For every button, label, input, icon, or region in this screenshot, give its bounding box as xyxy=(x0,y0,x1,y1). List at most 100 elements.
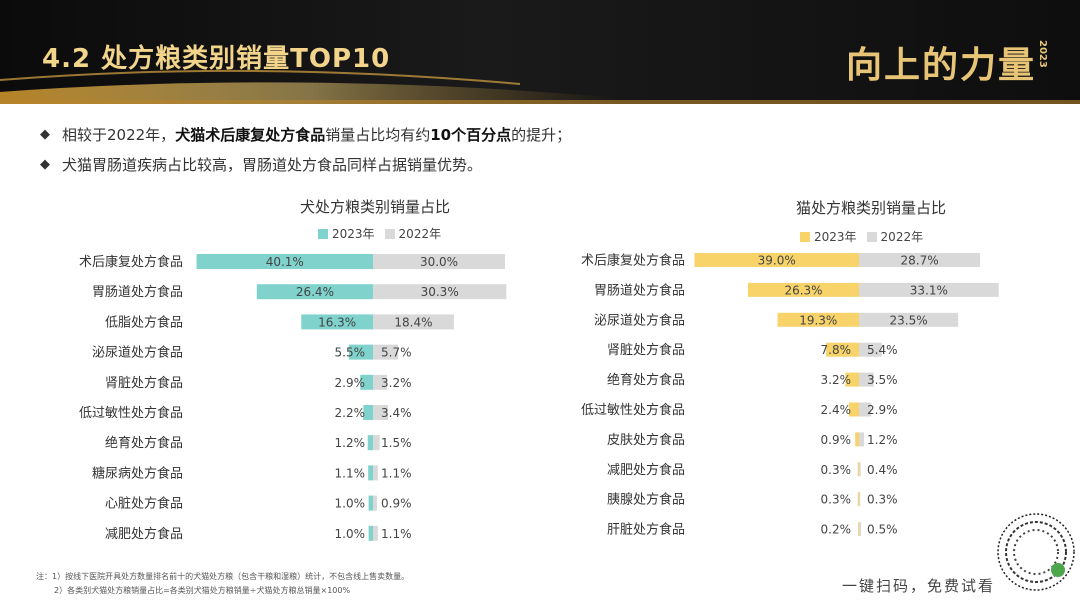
qr-code-icon[interactable] xyxy=(996,512,1076,592)
data-label-2023: 7.8% xyxy=(821,343,852,357)
bar-2022 xyxy=(859,282,999,297)
category-label: 低过敏性处方食品 xyxy=(581,402,685,418)
category-label: 肝脏处方食品 xyxy=(607,522,685,538)
data-label-2022: 23.5% xyxy=(890,313,928,327)
data-label-2023: 0.3% xyxy=(821,463,852,477)
data-label-2023: 1.0% xyxy=(335,497,366,511)
data-label-2023: 2.9% xyxy=(335,376,366,390)
data-label-2023: 16.3% xyxy=(318,315,356,329)
diamond-bullet-icon: ◆ xyxy=(40,157,50,172)
category-label: 低脂处方食品 xyxy=(105,314,183,330)
header-banner: 4.2 处方粮类别销量TOP10 向上的力量 2023 xyxy=(0,0,1080,104)
category-label: 减肥处方食品 xyxy=(105,526,183,542)
data-label-2023: 1.2% xyxy=(335,436,366,450)
data-label-2022: 3.5% xyxy=(867,373,898,387)
data-label-2023: 0.3% xyxy=(821,493,852,507)
bar-2023 xyxy=(855,432,859,447)
gold-streak-decoration xyxy=(0,69,1080,104)
data-label-2023: 19.3% xyxy=(799,313,837,327)
footnote-line: 2）各类别犬猫处方粮销量占比=各类别犬猫处方粮销量÷犬猫处方粮总销量×100% xyxy=(54,586,351,595)
data-label-2022: 0.9% xyxy=(381,497,412,511)
bullet-text: 相较于2022年，犬猫术后康复处方食品销量占比均有约10个百分点的提升； xyxy=(62,126,572,144)
page-title: 4.2 处方粮类别销量TOP10 xyxy=(42,44,391,74)
data-label-2023: 0.2% xyxy=(821,523,852,537)
category-label: 皮肤处方食品 xyxy=(607,432,685,448)
bar-2023 xyxy=(848,402,859,417)
category-label: 胃肠道处方食品 xyxy=(594,282,685,298)
data-label-2023: 1.1% xyxy=(335,466,366,480)
data-label-2023: 2.2% xyxy=(335,406,366,420)
bar-2023 xyxy=(363,405,373,420)
bar-2023 xyxy=(826,342,859,357)
data-label-2023: 2.4% xyxy=(821,403,852,417)
category-label: 术后康复处方食品 xyxy=(79,254,183,270)
legend-swatch-2023 xyxy=(318,228,328,239)
category-label: 低过敏性处方食品 xyxy=(79,405,183,421)
data-label-2022: 2.9% xyxy=(867,403,898,417)
data-label-2022: 3.4% xyxy=(381,406,412,420)
bar-2023 xyxy=(368,525,373,541)
data-label-2022: 0.5% xyxy=(867,523,898,537)
bar-2022 xyxy=(373,435,380,451)
data-label-2022: 1.2% xyxy=(867,433,898,447)
category-label: 糖尿病处方食品 xyxy=(92,465,183,481)
bar-2022 xyxy=(859,402,872,417)
scan-trial-text: 一键扫码，免费试看 xyxy=(842,577,996,595)
cat-chart-title: 猫处方粮类别销量占比 xyxy=(795,199,946,217)
category-label: 胃肠道处方食品 xyxy=(92,284,183,300)
diamond-bullet-icon: ◆ xyxy=(40,127,50,142)
bar-2023 xyxy=(857,492,859,507)
bar-2022 xyxy=(859,312,959,327)
bar-2022 xyxy=(373,465,378,481)
legend-swatch-2023 xyxy=(800,231,810,242)
category-label: 减肥处方食品 xyxy=(607,462,685,478)
cat-chart-legend: 2023年 2022年 xyxy=(800,228,933,245)
bar-2022 xyxy=(859,492,861,507)
bar-2022 xyxy=(859,432,865,447)
data-label-2022: 30.0% xyxy=(420,255,458,269)
category-label: 绝育处方食品 xyxy=(607,372,685,388)
bar-2022 xyxy=(373,495,377,511)
data-label-2023: 26.3% xyxy=(784,283,822,297)
category-label: 胰腺处方食品 xyxy=(607,492,685,508)
data-label-2023: 1.0% xyxy=(335,527,366,541)
data-label-2022: 1.1% xyxy=(381,466,412,480)
legend-label: 2023年 xyxy=(814,230,857,244)
bar-2023 xyxy=(368,495,373,511)
bar-2022 xyxy=(859,253,981,267)
bar-2023 xyxy=(360,374,373,390)
bar-2023 xyxy=(845,372,859,387)
data-label-2022: 33.1% xyxy=(910,283,948,297)
category-label: 肾脏处方食品 xyxy=(105,375,183,391)
data-label-2022: 1.1% xyxy=(381,527,412,541)
brand-year: 2023 xyxy=(1037,40,1048,68)
bar-2022 xyxy=(859,522,862,537)
data-label-2022: 28.7% xyxy=(900,254,938,268)
footnote-line: 注：1）按线下医院开具处方数量排名前十的犬猫处方粮（包含干粮和湿粮）统计，不包含… xyxy=(36,572,410,581)
bar-2023 xyxy=(857,462,859,477)
data-label-2023: 0.9% xyxy=(821,433,852,447)
legend-label: 2023年 xyxy=(332,227,375,241)
bar-2023 xyxy=(748,282,859,297)
bar-2022 xyxy=(373,314,454,330)
legend-swatch-2022 xyxy=(866,231,877,242)
bar-2023 xyxy=(368,465,373,481)
data-label-2022: 18.4% xyxy=(394,315,432,329)
category-label: 肾脏处方食品 xyxy=(607,342,685,358)
category-label: 术后康复处方食品 xyxy=(581,253,685,269)
data-label-2023: 40.1% xyxy=(266,255,304,269)
category-label: 绝育处方食品 xyxy=(105,435,183,451)
bar-2023 xyxy=(196,254,373,269)
data-label-2023: 39.0% xyxy=(758,254,796,268)
bar-2022 xyxy=(373,374,388,390)
category-label: 泌尿道处方食品 xyxy=(92,345,183,361)
category-label: 泌尿道处方食品 xyxy=(594,312,685,328)
footnotes: 注：1）按线下医院开具处方数量排名前十的犬猫处方粮（包含干粮和湿粮）统计，不包含… xyxy=(36,570,409,598)
data-label-2023: 3.2% xyxy=(821,373,852,387)
bar-2023 xyxy=(694,253,859,267)
legend-label: 2022年 xyxy=(880,230,924,244)
bullet-item: ◆ 相较于2022年，犬猫术后康复处方食品销量占比均有约10个百分点的提升； xyxy=(40,120,571,150)
dog-chart-legend: 2023年 2022年 xyxy=(318,225,451,242)
legend-label: 2022年 xyxy=(398,227,442,241)
